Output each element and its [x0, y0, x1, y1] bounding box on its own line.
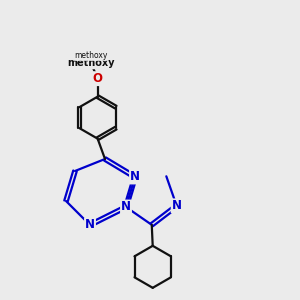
Text: N: N [130, 170, 140, 184]
Text: O: O [93, 72, 103, 85]
Text: N: N [172, 199, 182, 212]
Text: methoxy: methoxy [68, 58, 115, 68]
Text: methoxy: methoxy [74, 52, 108, 61]
Text: N: N [85, 218, 95, 232]
Text: N: N [121, 200, 131, 214]
